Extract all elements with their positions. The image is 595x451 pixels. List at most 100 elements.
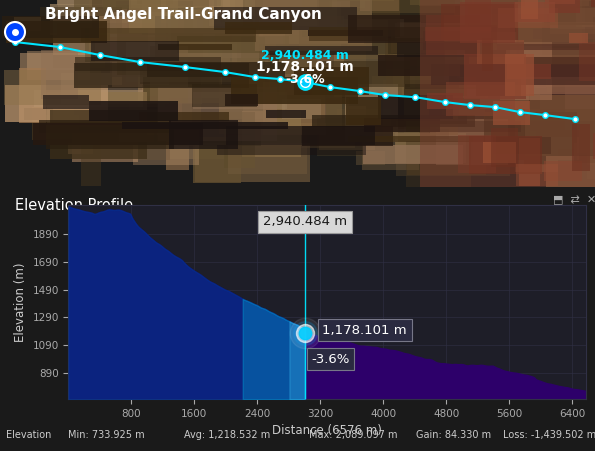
Bar (309, 27, 448, 41)
Bar (217, 28, 263, 46)
Bar (489, 131, 536, 147)
Bar (587, 126, 595, 179)
Bar (91, 41, 179, 61)
Bar (169, 120, 238, 149)
Bar (58, 0, 169, 18)
Bar (476, 0, 585, 42)
Bar (217, 0, 321, 12)
Bar (373, 0, 488, 28)
Bar (312, 115, 475, 127)
Bar (459, 77, 500, 130)
Bar (263, 0, 337, 31)
Bar (442, 60, 515, 116)
Bar (178, 122, 261, 146)
Bar (591, 0, 595, 7)
Bar (441, 4, 518, 40)
Bar (147, 62, 285, 77)
Bar (75, 57, 221, 71)
Bar (397, 42, 524, 57)
Bar (493, 137, 551, 154)
Bar (2, 16, 99, 38)
Bar (129, 100, 192, 135)
Bar (92, 0, 161, 28)
Bar (426, 15, 480, 55)
Bar (593, 17, 595, 73)
Bar (495, 48, 579, 79)
Bar (562, 0, 589, 6)
Bar (449, 64, 518, 85)
Bar (407, 159, 486, 175)
Bar (515, 55, 595, 94)
Text: Min: 733.925 m: Min: 733.925 m (68, 430, 145, 440)
Bar (391, 27, 477, 53)
Bar (550, 22, 595, 34)
Bar (454, 0, 481, 16)
Bar (33, 123, 203, 145)
Bar (318, 61, 410, 87)
Text: 1,178.101 m: 1,178.101 m (256, 60, 354, 74)
Bar (53, 35, 105, 68)
Bar (395, 133, 466, 163)
Bar (39, 120, 171, 133)
Bar (143, 40, 222, 98)
Bar (319, 0, 394, 1)
Bar (525, 0, 595, 1)
Bar (232, 32, 270, 89)
Bar (5, 85, 108, 122)
Bar (423, 31, 491, 50)
Bar (255, 0, 372, 51)
Bar (347, 37, 393, 59)
Bar (142, 0, 178, 35)
Bar (110, 12, 184, 37)
Bar (465, 0, 491, 33)
Bar (279, 55, 344, 95)
Bar (231, 77, 358, 104)
Bar (436, 119, 508, 165)
Bar (395, 23, 490, 41)
Bar (154, 32, 263, 58)
Bar (271, 81, 312, 119)
Bar (230, 0, 285, 33)
Bar (6, 21, 107, 43)
Text: Elevation: Elevation (6, 430, 51, 440)
Text: 2,940.484 m: 2,940.484 m (261, 49, 349, 62)
Bar (137, 0, 173, 4)
Bar (193, 92, 287, 109)
Bar (478, 57, 595, 77)
Text: Bright Angel Trail-Grand Canyon: Bright Angel Trail-Grand Canyon (45, 7, 322, 22)
Bar (32, 107, 74, 140)
Bar (258, 0, 283, 27)
Bar (357, 19, 404, 36)
Bar (345, 84, 398, 142)
Bar (488, 0, 547, 27)
Bar (370, 0, 455, 13)
Bar (243, 78, 265, 124)
Bar (546, 64, 595, 87)
Bar (445, 32, 496, 75)
Bar (225, 22, 292, 34)
Bar (252, 0, 350, 8)
Bar (129, 0, 243, 33)
Bar (89, 0, 166, 52)
Bar (549, 0, 580, 13)
Bar (574, 143, 595, 163)
Bar (216, 26, 276, 64)
Bar (302, 0, 400, 37)
Bar (245, 0, 303, 12)
Bar (533, 29, 595, 39)
Bar (460, 65, 595, 77)
Bar (304, 0, 365, 8)
Bar (116, 1, 193, 54)
Bar (515, 147, 558, 172)
Bar (458, 135, 496, 173)
Bar (47, 92, 147, 127)
Text: -3.6%: -3.6% (311, 353, 350, 366)
Bar (228, 135, 307, 174)
X-axis label: Distance (6576 m): Distance (6576 m) (273, 424, 382, 437)
Bar (460, 2, 515, 43)
Bar (158, 87, 277, 141)
Bar (515, 95, 595, 153)
Bar (102, 0, 214, 8)
Bar (348, 15, 444, 43)
Bar (460, 0, 492, 31)
